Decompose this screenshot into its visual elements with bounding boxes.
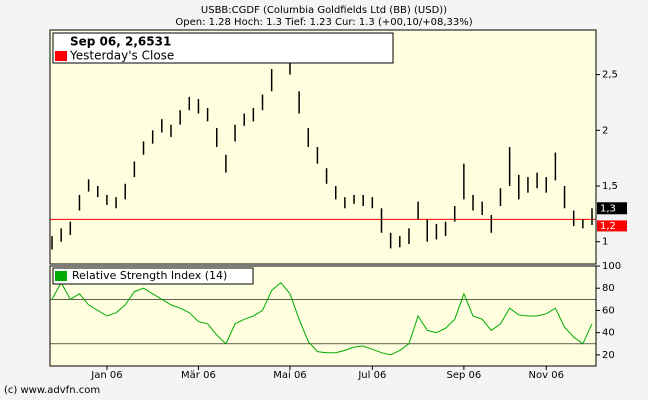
x-tick-label: Mär 06 <box>181 370 216 381</box>
y-tick-label: 80 <box>602 283 615 294</box>
y-tick-label: 1,5 <box>602 181 618 192</box>
rsi-line <box>51 281 593 356</box>
legend-swatch <box>55 271 67 281</box>
price-plot <box>49 29 597 265</box>
y-tick-label: 40 <box>602 328 615 339</box>
x-tick-label: Nov 06 <box>529 370 564 381</box>
x-tick-label: Mai 06 <box>273 370 306 381</box>
legend-box <box>52 267 254 285</box>
close-label: 1,2 <box>600 221 616 232</box>
legend-box <box>52 32 394 64</box>
y-tick-label: 60 <box>602 305 615 316</box>
close-box <box>597 220 627 232</box>
legend-label: Relative Strength Index (14) <box>72 269 227 282</box>
legend-swatch <box>55 51 67 61</box>
current-box <box>597 202 627 215</box>
legend-label: Yesterday's Close <box>69 49 174 63</box>
chart-title: USBB:CGDF (Columbia Goldfields Ltd (BB) … <box>201 5 447 16</box>
y-tick-label: 100 <box>602 261 621 272</box>
y-tick-label: 2 <box>602 125 608 136</box>
y-tick-label: 20 <box>602 350 615 361</box>
y-tick-label: 1 <box>602 237 608 248</box>
x-tick-label: Jul 06 <box>357 370 386 381</box>
copyright: (c) www.advfn.com <box>4 385 100 396</box>
current-label: 1,3 <box>600 203 616 214</box>
chart-subtitle: Open: 1.28 Hoch: 1.3 Tief: 1.23 Cur: 1.3… <box>175 17 472 28</box>
y-tick-label: 2,5 <box>602 70 618 81</box>
legend-title: Sep 06, 2,6531 <box>70 35 171 49</box>
x-tick-label: Jan 06 <box>90 370 122 381</box>
x-tick-label: Sep 06 <box>446 370 481 381</box>
